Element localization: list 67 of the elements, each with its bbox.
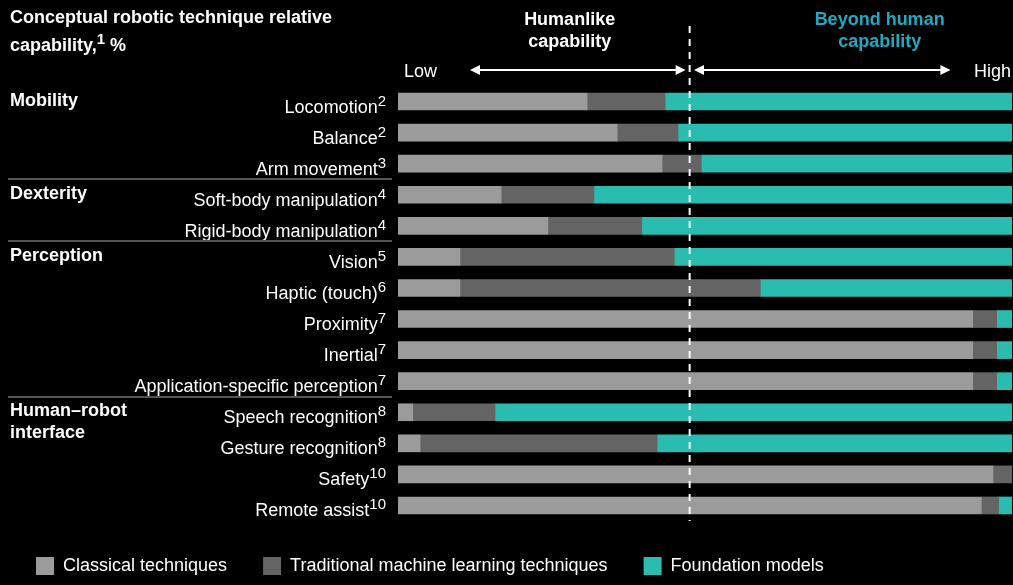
bar xyxy=(700,154,1012,173)
text: Human–robot interface xyxy=(10,399,128,444)
bar xyxy=(398,154,663,173)
bar xyxy=(459,279,761,297)
y-tick-label: Haptic (touch)$^{6}$ xyxy=(265,277,386,303)
text: Humanlike capability xyxy=(523,8,617,52)
bar xyxy=(398,341,974,359)
y-tick-label: Rigid-body manipulation$^{4}$ xyxy=(184,215,386,241)
text: High xyxy=(973,60,1011,82)
text: Low xyxy=(404,60,438,82)
bar xyxy=(664,92,1012,111)
bar xyxy=(593,185,1012,204)
bar xyxy=(419,434,658,453)
bar xyxy=(972,372,997,391)
bar xyxy=(398,496,982,515)
y-tick-label: Application-specific perception$^{7}$ xyxy=(134,371,386,397)
bar xyxy=(547,216,643,235)
bar xyxy=(398,216,549,235)
bar xyxy=(992,465,1012,484)
bar xyxy=(494,403,1012,422)
bar xyxy=(398,434,421,453)
legend-label: Traditional machine learning techniques xyxy=(290,554,608,575)
bar xyxy=(661,154,702,173)
bar xyxy=(641,216,1012,235)
bar xyxy=(996,310,1012,328)
y-tick-label: Balance$^{2}$ xyxy=(312,122,386,148)
bar xyxy=(980,496,999,515)
y-tick-label: Soft-body manipulation$^{4}$ xyxy=(193,184,386,210)
bar xyxy=(412,403,496,422)
bar xyxy=(398,372,974,391)
bar xyxy=(586,92,666,111)
bar xyxy=(398,248,461,266)
bar xyxy=(998,496,1012,515)
text: Dexterity xyxy=(10,181,89,204)
bar xyxy=(972,310,997,328)
bar xyxy=(398,465,994,484)
y-tick-label: Proximity$^{7}$ xyxy=(303,309,386,335)
bar xyxy=(996,372,1012,391)
bar xyxy=(459,248,675,266)
bar xyxy=(398,403,414,422)
bar xyxy=(398,123,618,142)
y-tick-label: Gesture recognition$^{8}$ xyxy=(220,433,386,459)
bar xyxy=(996,341,1012,359)
bar xyxy=(398,310,974,328)
text: Mobility xyxy=(10,88,79,111)
bar xyxy=(972,341,997,359)
text: Perception xyxy=(10,243,105,266)
bar xyxy=(398,185,502,204)
text: Beyond human capability xyxy=(813,8,946,52)
y-tick-label: Speech recognition$^{8}$ xyxy=(223,402,386,428)
bar xyxy=(616,123,679,142)
y-tick-label: Vision$^{5}$ xyxy=(328,246,386,272)
y-tick-label: Locomotion$^{2}$ xyxy=(284,91,386,117)
y-tick-label: Remote assist$^{10}$ xyxy=(255,495,386,521)
bar xyxy=(656,434,1012,453)
bar xyxy=(673,248,1012,266)
y-tick-label: Safety$^{10}$ xyxy=(318,464,386,490)
bar xyxy=(677,123,1012,142)
text: Conceptual robotic technique relative capability,$^{1}$ % xyxy=(10,6,334,56)
legend-label: Foundation models xyxy=(670,554,824,575)
y-tick-label: Arm movement$^{3}$ xyxy=(255,153,386,179)
bar xyxy=(398,92,588,111)
bar xyxy=(759,279,1012,297)
y-tick-label: Inertial$^{7}$ xyxy=(323,340,386,366)
bar xyxy=(500,185,595,204)
bar xyxy=(398,279,461,297)
legend-label: Classical techniques xyxy=(63,554,228,575)
